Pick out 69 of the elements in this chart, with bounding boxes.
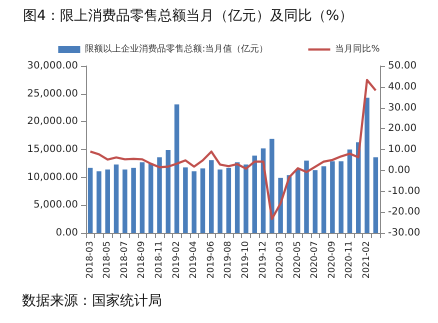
y2-tick-label: -30.00 xyxy=(388,228,420,238)
x-tick-label: 2020-11 xyxy=(344,241,355,279)
bar xyxy=(105,170,110,233)
y-tick-label: 5,000.00 xyxy=(33,200,78,211)
x-tick-label: 2020-05 xyxy=(292,241,303,279)
legend-label: 限额以上企业消费品零售总额:当月值（亿元） xyxy=(85,44,268,54)
bar xyxy=(174,104,180,233)
y-tick-label: 30,000.00 xyxy=(27,60,78,72)
bar xyxy=(140,162,145,233)
bar xyxy=(209,160,214,233)
y-tick-label: 25,000.00 xyxy=(27,88,78,100)
bar xyxy=(364,98,370,233)
bar xyxy=(244,164,248,233)
x-tick-label: 2019-04 xyxy=(189,240,200,279)
x-tick-label: 2019-12 xyxy=(258,241,268,279)
bar xyxy=(226,168,232,233)
bar xyxy=(192,171,196,233)
bar xyxy=(356,142,361,233)
x-tick-label: 2018-07 xyxy=(120,241,130,279)
y-tick-label: 20,000.00 xyxy=(27,116,78,128)
x-tick-label: 2018-03 xyxy=(85,241,96,279)
bar xyxy=(252,156,257,233)
source-note: 数据来源：国家统计局 xyxy=(22,293,162,309)
bar xyxy=(234,162,240,233)
bar xyxy=(373,157,378,233)
bar xyxy=(183,167,188,233)
legend-label: 当月同比% xyxy=(335,44,380,54)
x-tick-label: 2018-11 xyxy=(154,241,164,279)
x-tick-label: 2020-07 xyxy=(310,241,320,279)
y2-tick-label: -10.00 xyxy=(388,186,420,197)
y2-tick-label: 10.00 xyxy=(388,144,417,155)
bar xyxy=(200,168,206,233)
x-tick-label: 2020-09 xyxy=(327,240,338,279)
bar xyxy=(321,166,326,233)
x-tick-label: 2018-05 xyxy=(102,241,113,279)
bar xyxy=(96,171,102,233)
x-tick-label: 2021-02 xyxy=(362,241,372,279)
bar xyxy=(270,138,274,233)
bar xyxy=(131,168,136,233)
bar xyxy=(338,161,344,233)
bar xyxy=(218,170,222,233)
bar xyxy=(312,170,318,233)
bar xyxy=(88,168,93,233)
y2-tick-label: 0.00 xyxy=(388,164,410,176)
x-tick-label: 2020-03 xyxy=(276,241,286,279)
bar xyxy=(304,160,309,233)
y2-tick-label: 30.00 xyxy=(388,102,417,114)
y-tick-label: 0.00 xyxy=(56,228,78,238)
y2-tick-label: 20.00 xyxy=(388,123,417,134)
chart-title: 图4：限上消费品零售总额当月（亿元）及同比（%） xyxy=(23,8,354,24)
x-tick-label: 2019-08 xyxy=(224,240,234,279)
y2-tick-label: -20.00 xyxy=(388,206,420,218)
y2-tick-label: 40.00 xyxy=(388,81,417,92)
y-tick-label: 15,000.00 xyxy=(27,144,78,155)
y-tick-label: 10,000.00 xyxy=(27,172,78,183)
bar xyxy=(330,161,335,233)
x-tick-label: 2019-10 xyxy=(240,240,251,279)
bar xyxy=(295,170,300,233)
bar xyxy=(122,170,128,233)
bar xyxy=(347,150,352,233)
x-tick-label: 2018-09 xyxy=(137,240,148,279)
x-tick-label: 2019-02 xyxy=(172,241,182,279)
x-tick-label: 2019-06 xyxy=(206,240,216,279)
bar xyxy=(148,163,154,233)
bar xyxy=(114,164,119,233)
bar xyxy=(166,150,171,233)
bar xyxy=(157,157,162,233)
y2-tick-label: 50.00 xyxy=(388,60,417,72)
line-series xyxy=(89,78,377,220)
